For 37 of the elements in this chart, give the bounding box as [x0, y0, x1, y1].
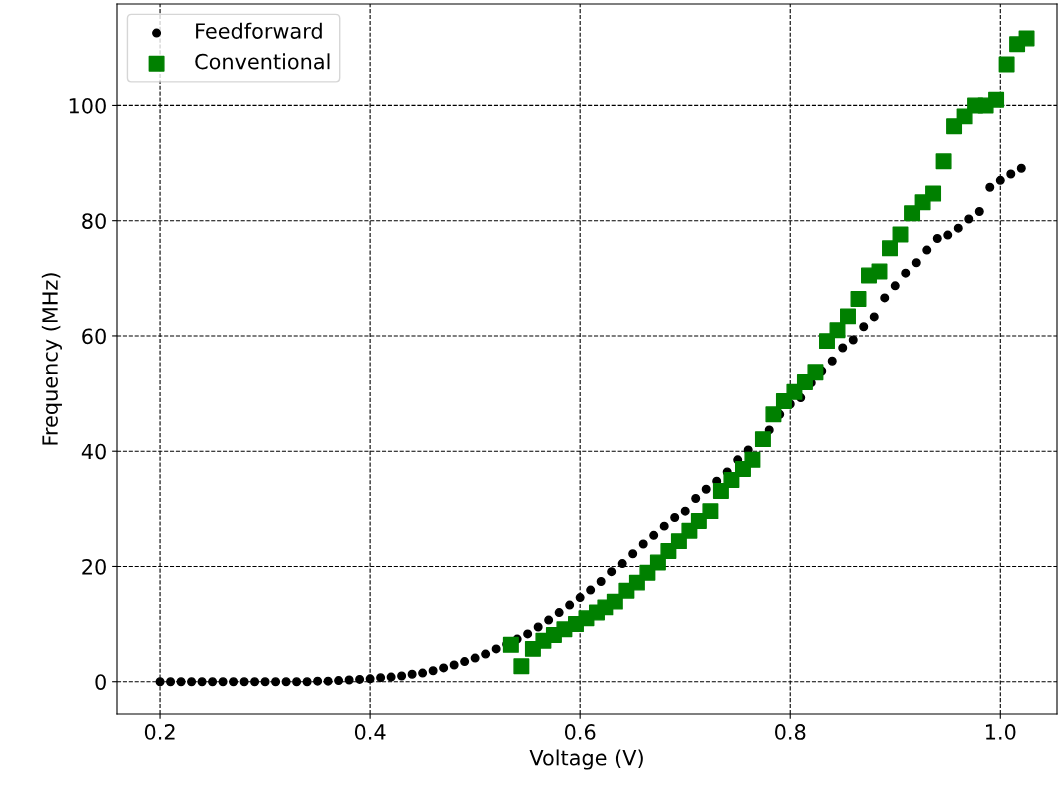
x-tick-label: 0.4	[354, 724, 386, 740]
x-tick-label: 0.2	[144, 724, 175, 740]
point	[819, 333, 835, 350]
x-tick-label: 0.6	[564, 724, 596, 740]
point	[829, 322, 846, 339]
legend-label: Conventional	[195, 53, 330, 70]
point	[850, 291, 867, 308]
y-tick-label: 20	[82, 558, 106, 575]
x-tick-label: 1.0	[986, 724, 1016, 740]
y-tick-label: 40	[81, 443, 106, 460]
point	[723, 472, 740, 489]
point	[807, 364, 824, 381]
point	[904, 205, 921, 222]
y-tick-label: 100	[69, 97, 106, 114]
point	[840, 308, 856, 325]
point	[702, 503, 719, 520]
point	[1018, 30, 1035, 47]
legend-label: Feedforward	[196, 22, 322, 39]
y-tick-label: 80	[82, 213, 106, 229]
point	[935, 153, 952, 170]
x-axis-title: Voltage (V)	[529, 749, 643, 770]
point	[744, 451, 761, 468]
point	[988, 91, 1005, 108]
point	[502, 636, 519, 653]
y-tick-label: 0	[95, 674, 106, 690]
point	[754, 431, 771, 448]
y-axis-title: Frequency (MHz)	[41, 273, 62, 445]
point	[998, 56, 1015, 73]
point	[765, 406, 782, 423]
x-tick-label: 0.8	[775, 724, 806, 740]
y-tick-label: 60	[82, 328, 106, 345]
point	[871, 263, 888, 280]
point	[513, 658, 530, 675]
point	[606, 593, 623, 610]
point	[649, 554, 666, 571]
point	[925, 185, 942, 202]
point	[882, 240, 898, 257]
